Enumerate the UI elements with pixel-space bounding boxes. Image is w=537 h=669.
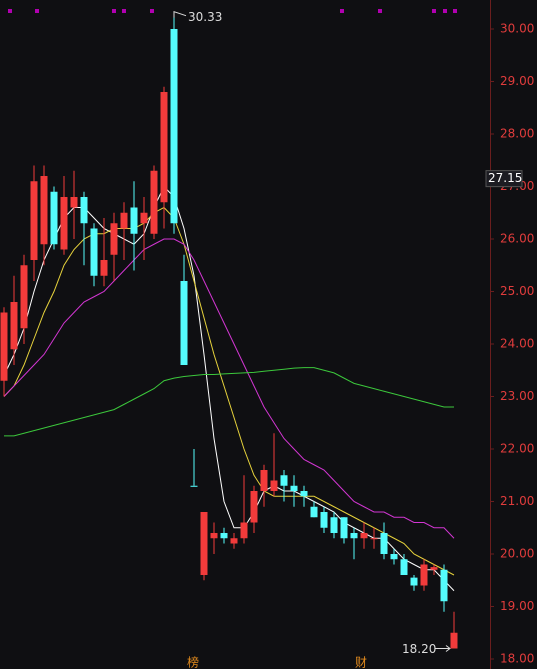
candle-body bbox=[330, 517, 338, 533]
event-label: 榜 bbox=[187, 655, 199, 669]
y-tick-label: 19.00 bbox=[500, 599, 534, 613]
moving-average-line bbox=[3, 238, 455, 539]
candle-body bbox=[280, 475, 288, 486]
moving-average-line bbox=[4, 367, 454, 437]
candle-body bbox=[20, 265, 28, 329]
candle-body bbox=[50, 191, 58, 245]
y-tick-label: 21.00 bbox=[500, 494, 534, 508]
candle-body bbox=[30, 181, 38, 260]
candle-body bbox=[340, 517, 348, 539]
candle-body bbox=[210, 533, 218, 539]
y-tick-label: 29.00 bbox=[500, 74, 534, 88]
candle-body bbox=[400, 559, 408, 575]
candle-body bbox=[170, 29, 178, 224]
candle-body bbox=[380, 533, 388, 554]
y-tick-label: 28.00 bbox=[500, 127, 534, 141]
candle-body bbox=[440, 569, 448, 602]
candle-body bbox=[180, 281, 188, 365]
moving-average-line bbox=[3, 185, 455, 592]
candle-body bbox=[0, 312, 8, 381]
candle-body bbox=[410, 577, 418, 586]
candle-body bbox=[160, 92, 168, 203]
candle-body bbox=[290, 485, 298, 491]
candle-body bbox=[80, 197, 88, 224]
candle-body bbox=[360, 533, 368, 539]
y-tick-label: 24.00 bbox=[500, 337, 534, 351]
y-tick-label: 22.00 bbox=[500, 442, 534, 456]
low-label: 18.20 bbox=[402, 642, 436, 656]
candle-body bbox=[250, 491, 258, 523]
y-tick-label: 20.00 bbox=[500, 547, 534, 561]
candle-body bbox=[240, 522, 248, 539]
moving-average-line bbox=[3, 206, 455, 576]
candle-body bbox=[450, 632, 458, 649]
candle-body bbox=[350, 533, 358, 539]
candle-body bbox=[390, 554, 398, 560]
candle-body bbox=[120, 212, 128, 229]
candle-body bbox=[320, 512, 328, 528]
high-label: 30.33 bbox=[188, 10, 222, 24]
event-label: 财 bbox=[355, 656, 367, 669]
y-tick-label: 23.00 bbox=[500, 389, 534, 403]
candle-body bbox=[430, 567, 438, 570]
candle-body bbox=[60, 197, 68, 250]
candle-body bbox=[420, 564, 428, 586]
last-price-box bbox=[485, 170, 523, 188]
high-arrow bbox=[173, 10, 187, 18]
candle-body bbox=[140, 212, 148, 224]
candle-body bbox=[110, 223, 118, 255]
candle-body bbox=[310, 506, 318, 518]
y-tick-label: 18.00 bbox=[500, 652, 534, 666]
candle-body bbox=[130, 207, 138, 234]
candle-body bbox=[70, 197, 78, 208]
candle-body bbox=[40, 176, 48, 245]
y-tick-label: 26.00 bbox=[500, 232, 534, 246]
candle-body bbox=[190, 485, 198, 487]
top-markers bbox=[8, 9, 457, 13]
candle-body bbox=[90, 228, 98, 276]
candle-body bbox=[10, 302, 18, 350]
candle-body bbox=[270, 480, 278, 491]
low-arrowhead bbox=[445, 645, 451, 652]
candle-body bbox=[150, 170, 158, 234]
y-tick-label: 30.00 bbox=[500, 22, 534, 36]
y-tick-label: 25.00 bbox=[500, 284, 534, 298]
candle-body bbox=[300, 491, 308, 497]
candle-body bbox=[230, 538, 238, 544]
candle-body bbox=[260, 470, 268, 491]
candle-body bbox=[200, 512, 208, 575]
candle-body bbox=[370, 538, 378, 540]
candle-body bbox=[220, 533, 228, 539]
candle-body bbox=[100, 260, 108, 276]
last-price-label: 27.15 bbox=[488, 171, 522, 185]
